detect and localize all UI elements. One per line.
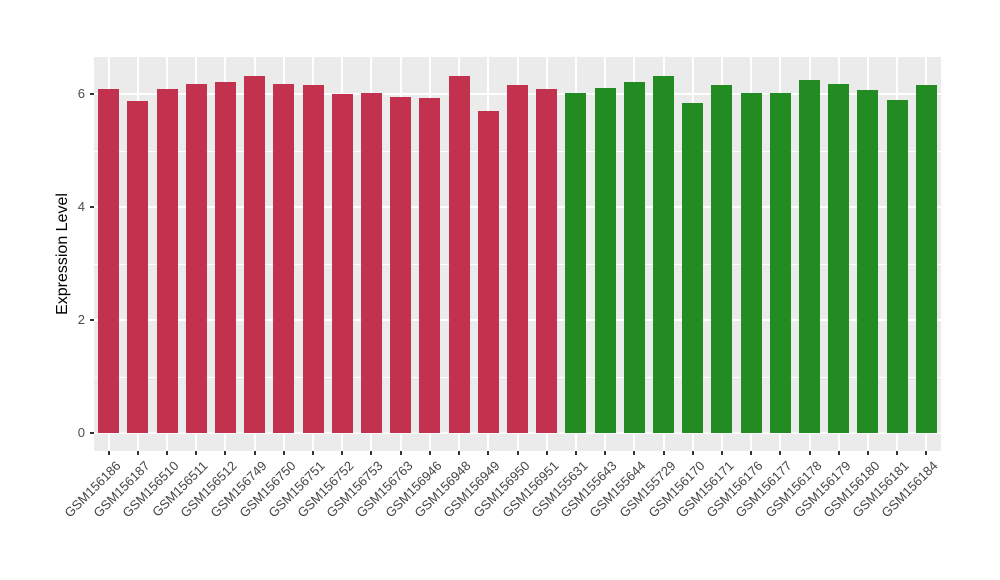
x-tick-mark (866, 451, 869, 455)
bar-GSM156750 (273, 83, 295, 433)
bar-GSM156510 (156, 88, 178, 433)
bar-GSM156511 (185, 83, 207, 433)
x-tick-mark (487, 451, 490, 455)
x-tick-mark (195, 451, 198, 455)
y-tick-mark (90, 93, 94, 96)
bar-GSM156171 (711, 85, 733, 433)
bar-GSM156752 (331, 94, 353, 433)
bar-GSM155643 (594, 88, 616, 433)
bar-GSM156181 (886, 99, 908, 433)
x-tick-mark (662, 451, 665, 455)
x-tick-mark (750, 451, 753, 455)
y-tick-mark (90, 206, 94, 209)
bar-GSM156749 (244, 75, 266, 433)
y-tick-mark (90, 432, 94, 434)
bar-GSM156753 (360, 92, 382, 433)
x-tick-mark (545, 451, 548, 455)
x-tick-mark (107, 451, 110, 455)
bar-GSM156184 (915, 84, 937, 433)
x-tick-mark (399, 451, 402, 455)
x-tick-mark (925, 451, 928, 455)
x-tick-mark (633, 451, 636, 455)
x-tick-mark (428, 451, 431, 455)
x-tick-mark (166, 451, 169, 455)
x-tick-mark (253, 451, 256, 455)
bar-GSM156950 (507, 85, 528, 433)
x-tick-mark (691, 451, 694, 455)
y-tick-label: 2 (77, 312, 85, 328)
bar-GSM156946 (419, 98, 441, 433)
bar-GSM156949 (477, 110, 499, 433)
x-tick-mark (896, 451, 899, 455)
x-tick-mark (458, 451, 461, 455)
x-tick-mark (341, 451, 344, 455)
gridline-major (94, 432, 941, 434)
y-axis-title: Expression Level (54, 193, 71, 315)
bar-GSM155631 (565, 92, 587, 433)
y-tick-label: 6 (77, 86, 85, 102)
x-tick-mark (779, 451, 782, 455)
plot-panel (94, 57, 941, 451)
bar-GSM156170 (682, 103, 704, 433)
y-tick-label: 0 (77, 425, 85, 440)
bar-GSM156179 (828, 84, 850, 433)
bar-GSM156178 (799, 80, 821, 433)
bar-GSM156751 (302, 84, 324, 433)
bar-GSM156763 (390, 96, 412, 433)
y-tick-mark (90, 319, 94, 322)
bar-GSM155644 (623, 82, 645, 433)
x-tick-mark (808, 451, 811, 455)
bar-GSM156512 (214, 82, 236, 433)
bar-GSM156177 (769, 92, 791, 433)
x-tick-mark (136, 451, 139, 455)
bar-GSM156948 (448, 76, 470, 433)
x-tick-mark (516, 451, 519, 455)
bar-GSM156187 (127, 101, 149, 433)
x-tick-mark (370, 451, 373, 455)
x-tick-mark (837, 451, 840, 455)
x-tick-mark (282, 451, 285, 455)
bar-GSM156186 (98, 88, 120, 433)
x-tick-mark (604, 451, 607, 455)
x-tick-mark (224, 451, 227, 455)
x-tick-mark (312, 451, 315, 455)
bar-GSM156180 (857, 89, 879, 433)
bar-GSM155729 (653, 75, 675, 433)
y-tick-label: 4 (77, 199, 85, 215)
bar-GSM156176 (740, 93, 762, 433)
x-tick-mark (720, 451, 723, 455)
bar-GSM156951 (536, 88, 558, 433)
x-tick-mark (574, 451, 577, 455)
